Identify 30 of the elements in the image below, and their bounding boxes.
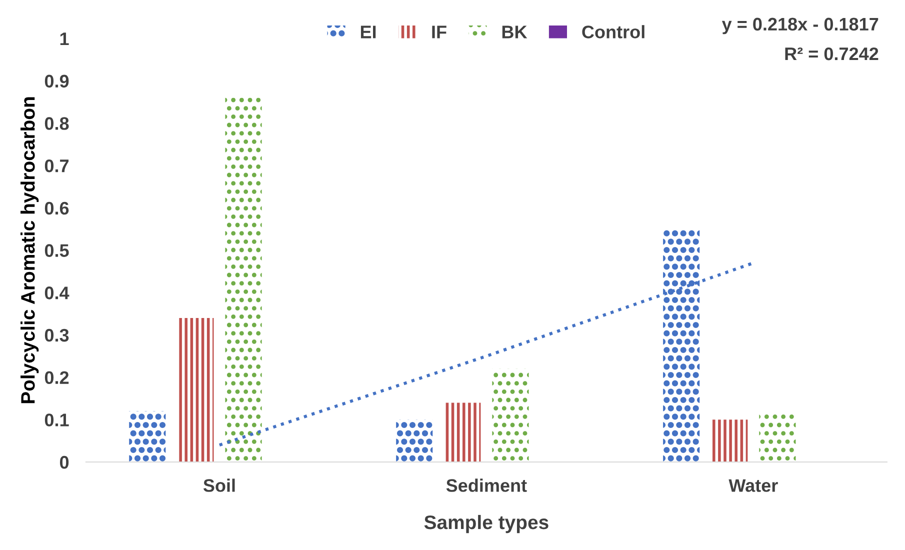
legend-label: IF [432, 26, 446, 38]
y-tick-label: 0.7 [44, 159, 69, 172]
y-tick-label: 0 [60, 456, 69, 469]
bar [492, 368, 529, 462]
y-tick-label: 0.9 [44, 74, 69, 88]
text: y = 0.218x - 0.1817 [722, 18, 878, 34]
bar [711, 420, 748, 462]
x-tick-label: Sediment [446, 478, 527, 492]
legend-label: EI [360, 26, 376, 38]
y-tick-label: 0.8 [44, 117, 69, 130]
x-tick-label: Soil [203, 478, 235, 492]
y-tick-label: 1 [60, 32, 69, 46]
y-tick-label: 0.1 [44, 414, 69, 426]
x-axis-title: Sample types [424, 514, 548, 534]
bar [225, 98, 262, 462]
legend-label: Control [582, 25, 644, 38]
bar [396, 420, 433, 462]
x-tick-label: Water [728, 479, 778, 492]
bar [663, 229, 700, 462]
bar [444, 402, 481, 462]
y-tick-label: 0.3 [44, 328, 69, 342]
bar [177, 318, 214, 462]
legend-label: BK [502, 26, 528, 38]
y-tick-label: 0.6 [44, 202, 69, 215]
annotation: R² = 0.7242 [785, 47, 878, 60]
y-tick-label: 0.2 [44, 371, 69, 384]
y-tick-label: 0.5 [44, 244, 69, 257]
y-tick-label: 0.4 [44, 286, 70, 300]
y-axis-title: Polycyclic Aromatic hydrocarbon [20, 97, 39, 404]
bar [129, 411, 166, 462]
